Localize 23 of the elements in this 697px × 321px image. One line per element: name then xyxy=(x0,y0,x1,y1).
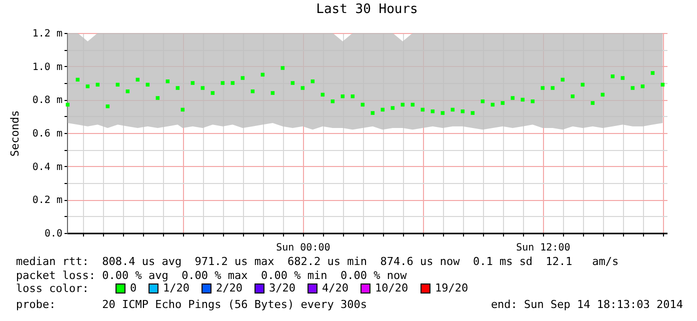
legend-label: 2/20 xyxy=(216,282,242,295)
text: end: Sun Sep 14 18:13:03 2014 xyxy=(490,298,683,311)
y-axis-title: Seconds xyxy=(8,110,22,157)
legend-label: 1/20 xyxy=(163,282,190,295)
text: packet loss: 0.00 % avg 0.00 % max 0.00 % min 0.00 % now xyxy=(16,269,407,282)
y-tick-label: 0.4 m xyxy=(32,162,62,173)
legend-label: 3/20 xyxy=(269,282,296,295)
y-tick-label: 0.8 m xyxy=(32,95,62,106)
chart-title: Last 30 Hours xyxy=(316,2,418,17)
legend-title: loss color: xyxy=(16,282,89,295)
y-tick-label: 0.2 m xyxy=(32,195,62,206)
y-tick-label: 1.2 m xyxy=(32,28,62,40)
legend-label: 10/20 xyxy=(375,282,408,295)
y-tick-label: 1.0 m xyxy=(32,62,62,73)
x-tick-label: Sun 00:00 xyxy=(276,242,330,254)
x-tick-label: Sun 12:00 xyxy=(516,242,570,254)
text: median rtt: 808.4 us avg 971.2 us max 682.2 us min 874.6 us now 0.1 ms sd 12.1 am/s xyxy=(16,255,619,268)
legend-label: 19/20 xyxy=(435,282,468,295)
y-tick-label: 0.0 xyxy=(44,228,62,240)
y-tick-label: 0.6 m xyxy=(32,128,62,140)
legend-label: 4/20 xyxy=(322,282,348,295)
text: probe: 20 ICMP Echo Pings (56 Bytes) every 300s xyxy=(16,298,367,311)
legend-label: 0 xyxy=(130,282,137,295)
